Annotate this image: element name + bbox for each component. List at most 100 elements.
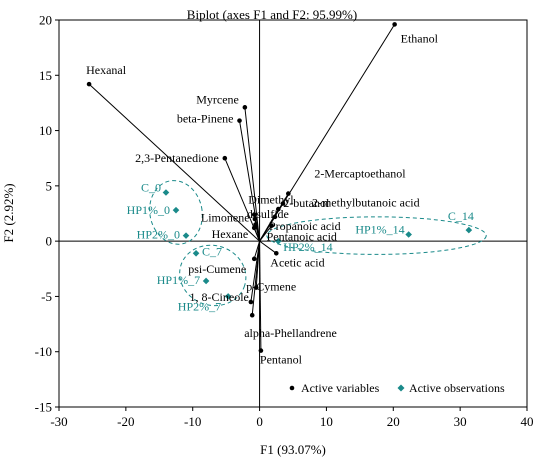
variable-label-disulfide: disulfide xyxy=(247,207,289,221)
variable-label-p-cymene: p-Cymene xyxy=(246,280,296,294)
variable-label-1-8-cineole: 1, 8-Cineole xyxy=(190,290,249,304)
y-axis-label: F2 (2.92%) xyxy=(1,183,16,242)
variable-point-dimethyl xyxy=(251,212,257,217)
observation-point-hp2pct-7 xyxy=(224,293,232,300)
vector-acetic-acid xyxy=(259,240,277,254)
observation-point-hp1pct-14 xyxy=(405,231,412,238)
plot-frame xyxy=(58,19,528,408)
vector-alpha-phellandrene xyxy=(251,241,261,316)
observation-label-hp2pct-7: HP2%_7 xyxy=(178,299,221,313)
observation-label-c-7: C_7 xyxy=(202,244,222,258)
observation-point-c-7 xyxy=(192,250,200,257)
observation-label-c-0: C_0 xyxy=(141,180,161,194)
variable-point-acetic-acid xyxy=(273,251,279,256)
variable-points xyxy=(86,22,397,353)
variable-label-ethanol: Ethanol xyxy=(401,31,439,45)
observation-cluster-2 xyxy=(266,216,487,255)
observation-label-hp1pct-7: HP1%_7 xyxy=(157,273,200,287)
variable-point-alpha-phellandrene xyxy=(249,312,255,318)
variable-label-propanoic-acid: Propanoic acid xyxy=(269,219,341,233)
observation-points xyxy=(162,189,473,300)
vector-hexane xyxy=(253,227,261,242)
variable-labels: Ethanol Hexanal Myrcene beta-Pinene 2,3-Pent… xyxy=(86,31,439,366)
variable-label-2-methylbutanoic-acid: 2-methylbutanoic acid xyxy=(312,196,420,210)
legend-observations-label: Active observations xyxy=(409,381,505,395)
variable-point-psi-cumene xyxy=(251,256,257,262)
variable-label-pentanol: Pentanol xyxy=(260,353,303,367)
variable-label-hexanal: Hexanal xyxy=(86,63,127,77)
variable-point-ethanol xyxy=(392,22,397,27)
variable-point-2-butanol xyxy=(275,206,281,212)
observation-label-hp1pct-0: HP1%_0 xyxy=(127,203,170,217)
y-tick-label: 15 xyxy=(39,68,52,83)
variable-point-2-methylbutanoic-acid xyxy=(280,201,286,206)
observation-labels: C_0 HP1%_0 HP2%_0 C_14 HP1%_14 HP2%_14 C_7 HP1%… xyxy=(127,180,474,313)
vector-beta-pinene xyxy=(239,120,261,242)
variable-point-pentanoic-acid xyxy=(269,223,274,228)
variable-point-hexane xyxy=(251,225,257,231)
observation-point-c-14 xyxy=(465,226,473,234)
variable-point-hexanal xyxy=(86,81,92,87)
y-tick-label: -5 xyxy=(41,289,52,304)
observation-point-hp1pct-0 xyxy=(172,206,180,214)
observation-cluster-1 xyxy=(149,180,203,245)
variable-label-psi-cumene: psi-Cumene xyxy=(188,262,246,276)
observation-point-c-0 xyxy=(162,189,170,196)
variable-point-pentanol xyxy=(258,348,264,353)
axis-ticks: -30 -20 -10 0 10 20 30 40 -15 -10 -5 0 5 10 15 20 xyxy=(35,13,534,430)
variable-point-myrcene xyxy=(242,105,248,110)
y-tick-label: 0 xyxy=(46,234,53,249)
legend-observation-marker xyxy=(397,384,405,392)
x-axis-label: F1 (93.07%) xyxy=(260,442,326,457)
variable-label-hexane: Hexane xyxy=(212,227,249,241)
variable-point-1-8-cineole xyxy=(248,299,254,305)
observation-label-hp2pct-14: HP2%_14 xyxy=(283,240,332,254)
chart-title: Biplot (axes F1 and F2: 95.99%) xyxy=(187,7,357,22)
observation-point-hp2pct-0 xyxy=(182,232,190,239)
x-tick-label: 20 xyxy=(387,414,400,429)
variable-point-2-mercaptoethanol xyxy=(286,191,291,196)
x-tick-label: -20 xyxy=(117,414,134,429)
observation-cluster-3 xyxy=(179,244,247,307)
variable-label-limonene: Limonene xyxy=(201,211,250,225)
variable-label-beta-pinene: beta-Pinene xyxy=(177,112,234,126)
variable-point-propanoic-acid xyxy=(272,214,278,220)
y-tick-label: -10 xyxy=(35,344,52,359)
legend-variables-label: Active variables xyxy=(301,381,380,395)
variable-label-pentanoic-acid: Pentanoic acid xyxy=(267,230,337,244)
observation-label-hp1pct-14: HP1%_14 xyxy=(355,223,404,237)
variable-label-2-butanol: 2-butanol xyxy=(283,196,330,210)
variable-label-dimethyl: Dimethyl xyxy=(248,193,294,207)
variable-point-disulfide xyxy=(252,216,258,222)
observation-point-hp1pct-7 xyxy=(202,277,210,285)
variable-label-2-mercaptoethanol: 2-Mercaptoethanol xyxy=(314,167,406,181)
vector-hexanal xyxy=(88,83,260,242)
variable-label-acetic-acid: Acetic acid xyxy=(270,255,324,269)
x-tick-label: 30 xyxy=(454,414,467,429)
y-tick-label: 10 xyxy=(39,123,52,138)
x-tick-label: 10 xyxy=(320,414,333,429)
legend: Active variables Active observations xyxy=(289,381,505,395)
y-tick-label: 5 xyxy=(46,178,53,193)
x-tick-label: 40 xyxy=(521,414,534,429)
x-tick-label: -30 xyxy=(50,414,67,429)
variable-label-myrcene: Myrcene xyxy=(196,92,239,106)
y-tick-label: 20 xyxy=(39,13,52,28)
observation-clusters xyxy=(149,180,487,307)
y-tick-label: -15 xyxy=(35,400,52,415)
x-tick-label: -10 xyxy=(184,414,201,429)
variable-vectors xyxy=(88,24,396,351)
vector-pentanol xyxy=(259,241,262,351)
variable-label-alpha-phellandrene: alpha-Phellandrene xyxy=(244,326,337,340)
variable-point-beta-pinene xyxy=(237,118,242,123)
variable-point-2-3-pentanedione xyxy=(222,155,228,161)
observation-point-hp2pct-14 xyxy=(274,237,282,245)
vector-pentanoic-acid xyxy=(259,225,273,242)
legend-variable-marker xyxy=(289,385,295,391)
x-tick-label: 0 xyxy=(256,414,263,429)
zero-axes xyxy=(59,20,527,407)
variable-point-p-cymene xyxy=(253,285,259,290)
variable-label-2-3-pentanedione: 2,3-Pentanedione xyxy=(135,151,219,165)
observation-label-hp2pct-0: HP2%_0 xyxy=(137,228,180,242)
